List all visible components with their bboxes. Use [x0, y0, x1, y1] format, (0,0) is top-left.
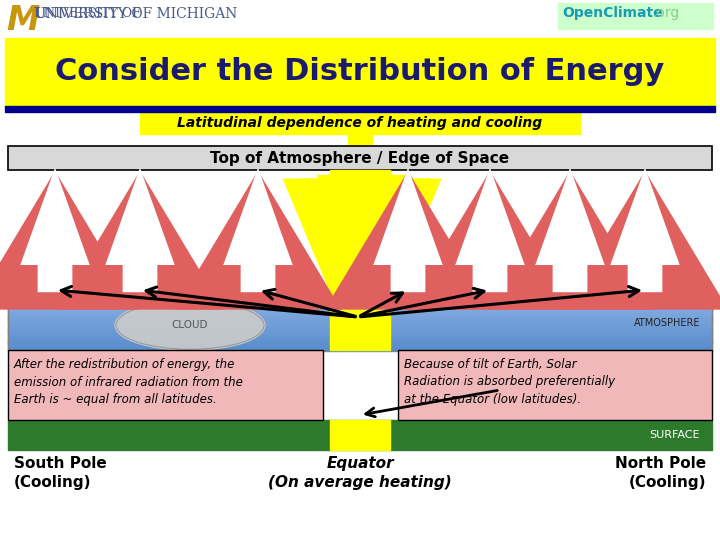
Bar: [8, 350, 323, 420]
Bar: [8, 317, 712, 319]
Bar: [8, 325, 712, 326]
Text: Latitudinal dependence of heating and cooling: Latitudinal dependence of heating and co…: [177, 116, 543, 130]
Ellipse shape: [115, 300, 265, 350]
Text: .org: .org: [652, 6, 679, 20]
Bar: [8, 303, 712, 305]
Bar: [8, 146, 712, 170]
Bar: [8, 323, 712, 325]
Bar: [8, 316, 712, 318]
Bar: [8, 313, 712, 314]
Bar: [8, 345, 712, 346]
Bar: [8, 315, 712, 316]
Text: M: M: [6, 4, 40, 37]
Text: North Pole
(Cooling): North Pole (Cooling): [615, 456, 706, 490]
Bar: [8, 348, 712, 349]
Bar: [8, 306, 712, 308]
Bar: [5, 106, 715, 112]
Bar: [8, 322, 712, 324]
Bar: [558, 3, 713, 29]
Bar: [8, 347, 712, 348]
Bar: [8, 320, 712, 322]
Bar: [398, 350, 712, 420]
Text: Because of tilt of Earth, Solar
Radiation is absorbed preferentially
at the Equa: Because of tilt of Earth, Solar Radiatio…: [404, 358, 615, 406]
Bar: [8, 333, 712, 334]
Bar: [8, 305, 712, 307]
Bar: [8, 335, 712, 336]
Bar: [8, 309, 712, 311]
Bar: [8, 342, 712, 344]
Bar: [8, 296, 712, 298]
Bar: [8, 334, 712, 335]
Bar: [8, 319, 712, 321]
Bar: [8, 339, 712, 341]
Bar: [8, 346, 712, 347]
Bar: [8, 338, 712, 340]
Bar: [8, 304, 712, 306]
Bar: [8, 343, 712, 345]
Bar: [8, 307, 712, 309]
Text: Consider the Distribution of Energy: Consider the Distribution of Energy: [55, 57, 665, 86]
Bar: [8, 302, 712, 303]
Bar: [8, 330, 712, 332]
Text: South Pole
(Cooling): South Pole (Cooling): [14, 456, 107, 490]
Bar: [8, 328, 712, 329]
Text: Top of Atmosphere / Edge of Space: Top of Atmosphere / Edge of Space: [210, 151, 510, 165]
Text: After the redistribution of energy, the
emission of infrared radiation from the
: After the redistribution of energy, the …: [14, 358, 243, 406]
Bar: [8, 349, 712, 350]
Bar: [8, 337, 712, 339]
Bar: [8, 329, 712, 330]
Bar: [140, 112, 580, 134]
Bar: [330, 420, 390, 450]
Text: NIVERSITY OF: NIVERSITY OF: [44, 7, 145, 20]
Text: OpenClimate: OpenClimate: [562, 6, 662, 20]
Bar: [8, 310, 712, 312]
Bar: [8, 312, 712, 313]
Text: CLOUD: CLOUD: [172, 320, 208, 330]
Text: SURFACE: SURFACE: [649, 430, 700, 440]
Bar: [8, 340, 712, 342]
Bar: [0, 0, 720, 38]
Bar: [330, 170, 390, 350]
Text: Equator
(On average heating): Equator (On average heating): [268, 456, 452, 490]
Bar: [8, 420, 712, 450]
Bar: [8, 321, 712, 323]
Bar: [8, 336, 712, 338]
Bar: [348, 134, 372, 146]
Text: U: U: [34, 7, 48, 21]
Bar: [8, 318, 712, 320]
Bar: [8, 295, 712, 350]
Bar: [8, 314, 712, 315]
Bar: [8, 299, 712, 301]
Bar: [8, 298, 712, 300]
Bar: [8, 297, 712, 299]
Text: ATMOSPHERE: ATMOSPHERE: [634, 318, 700, 327]
Bar: [8, 332, 712, 333]
Bar: [8, 300, 712, 302]
Bar: [8, 308, 712, 310]
Bar: [8, 341, 712, 343]
Bar: [5, 38, 715, 106]
Bar: [8, 327, 712, 328]
Bar: [8, 295, 712, 296]
Bar: [8, 326, 712, 327]
Text: UNIVERSITY OF MICHIGAN: UNIVERSITY OF MICHIGAN: [34, 7, 238, 21]
